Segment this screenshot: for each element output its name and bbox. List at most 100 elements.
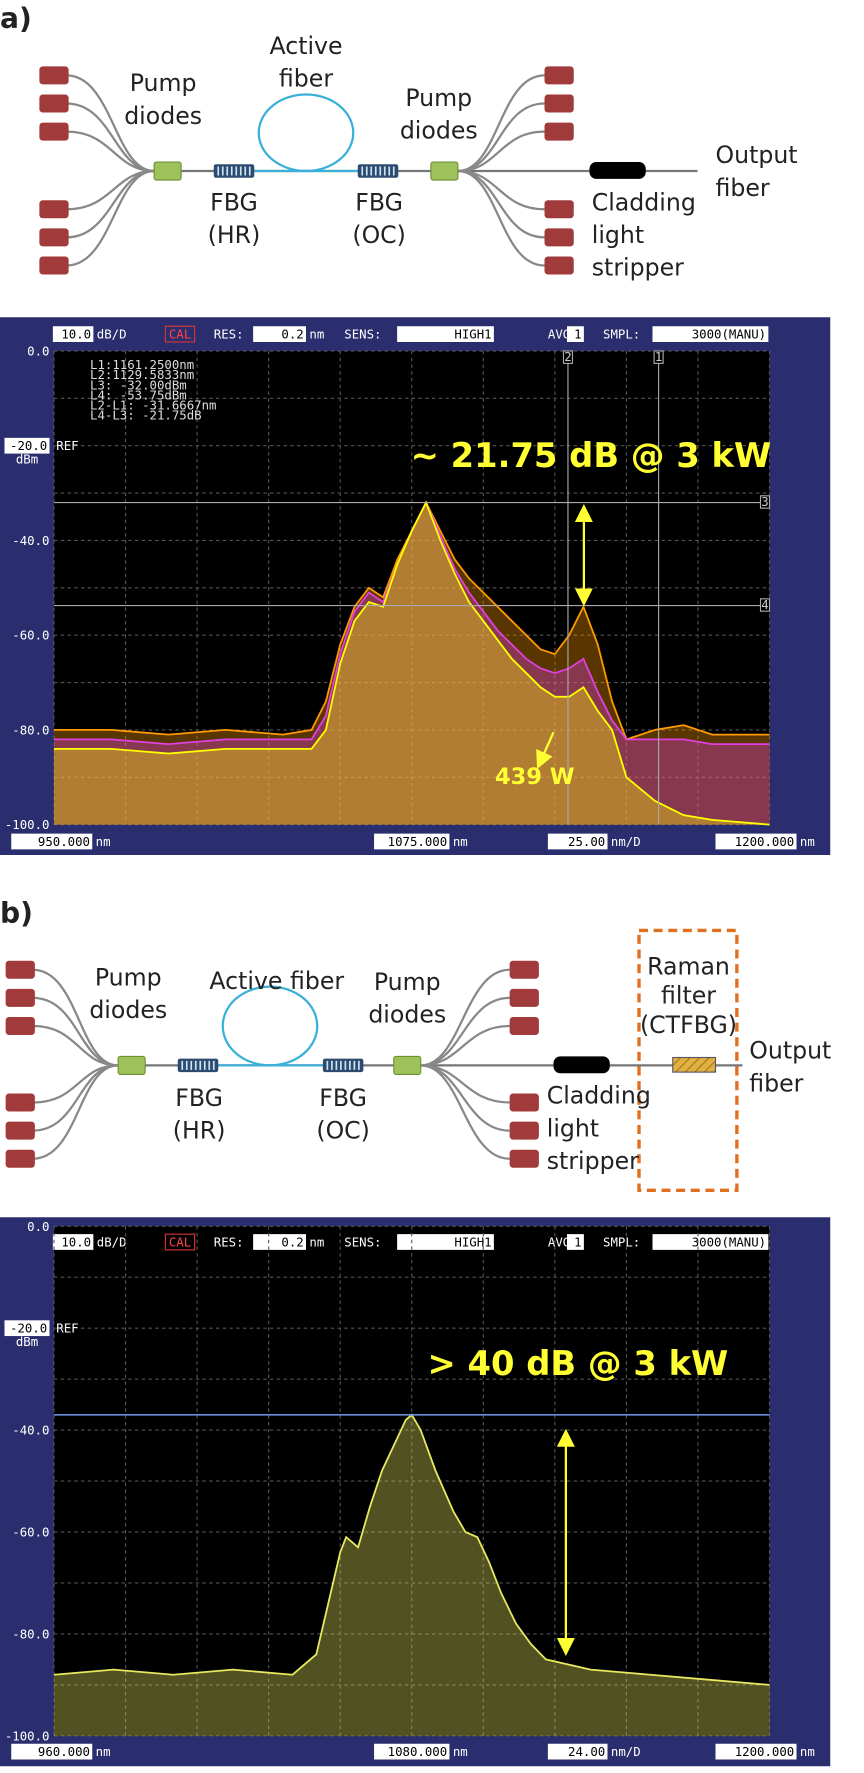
header-value: 1 (574, 1236, 581, 1250)
x-tick-label: 1200.000 (735, 1745, 795, 1759)
pump-diode (544, 200, 574, 219)
stripper (553, 1056, 610, 1074)
trace (54, 500, 770, 746)
x-unit: nm (800, 835, 815, 849)
marker-tag-box (562, 350, 574, 364)
pump-diode (509, 1017, 539, 1035)
x-tick-box (715, 1743, 797, 1760)
header-label: SENS: (344, 1236, 381, 1250)
pump-wire (32, 1024, 119, 1067)
trace (54, 500, 770, 741)
cal-label: CAL (169, 1236, 191, 1250)
pump-diode (509, 1149, 539, 1168)
header-box (567, 1234, 584, 1250)
marker-readout: L1:1161.2500nm (90, 358, 194, 372)
pump-diode (39, 66, 69, 85)
pump-diode (5, 1093, 35, 1112)
y-tick-label: -100.0 (5, 818, 50, 832)
output-label-box: Output fiber (716, 142, 798, 202)
filter-box (637, 928, 739, 1192)
pump-wire (66, 102, 155, 173)
y-tick-label: -60.0 (12, 629, 49, 643)
pump-diode (509, 988, 539, 1007)
ref-box (4, 437, 50, 454)
header-value: 1 (574, 328, 581, 342)
header-value: 10.0 (61, 1236, 91, 1250)
pump-diode (544, 228, 574, 247)
y-tick-label: -100.0 (5, 1729, 50, 1743)
output-label-box: Output fiber (749, 1037, 831, 1097)
header-label: dB/D (97, 328, 127, 342)
y-tick-label: 0.0 (27, 1220, 49, 1234)
header-label: dB/D (97, 1236, 127, 1250)
x-unit: nm (453, 835, 468, 849)
marker-tag-box (759, 598, 771, 612)
header-value: HIGH1 (454, 328, 491, 342)
pump-left-label: Pump diodes (124, 69, 203, 130)
header-value: HIGH1 (454, 1236, 491, 1250)
fbg-hr-label: FBG (HR) (207, 189, 261, 249)
pump-left-label: Pump diodes (89, 964, 168, 1024)
pump-diode (544, 66, 574, 85)
y-tick-label: -20.0 (10, 1322, 47, 1336)
span-value: 24.00 (568, 1745, 605, 1759)
marker-readout: L3: -32.00dBm (90, 378, 187, 392)
pump-diode (544, 94, 574, 113)
pump-diode (544, 122, 574, 141)
pump-left-label-box: Pump diodes (89, 964, 168, 1024)
cal-box (164, 325, 196, 343)
panel-label: a) (0, 2, 32, 35)
pump-wire (66, 169, 155, 267)
active-fiber-label: Active fiber (269, 32, 343, 93)
trace-area (54, 502, 770, 825)
pump-diode (509, 1093, 539, 1112)
x-unit: nm (96, 1745, 111, 1759)
fbg (322, 1058, 364, 1073)
stripper (589, 162, 646, 179)
fbg-oc-label: FBG (OC) (316, 1084, 370, 1145)
x-tick-box (374, 1743, 450, 1760)
annotation: ~ 21.75 dB @ 3 kW (411, 436, 772, 475)
trace-area (54, 502, 770, 825)
fbg (213, 164, 255, 178)
pump-wire (420, 996, 510, 1067)
marker-readout: L4-L3: -21.75dB (90, 409, 202, 423)
marker-readout: L2-L1: -31.6667nm (90, 399, 217, 413)
span-unit: nm/D (611, 1745, 641, 1759)
combiner (393, 1055, 422, 1075)
header-value: 0.2 (281, 1236, 303, 1250)
header-box (567, 326, 584, 342)
header-label: SENS: (344, 328, 381, 342)
pump-diode (5, 1121, 35, 1140)
pump-wire (420, 968, 510, 1067)
fbg-hr-label-box: FBG (HR) (207, 189, 261, 249)
pump-diode (39, 122, 69, 141)
y-tick-label: -60.0 (12, 1526, 49, 1540)
header-label: RES: (214, 328, 244, 342)
pump-diode (544, 256, 574, 275)
pump-diode (5, 1149, 35, 1168)
y-tick-label: -40.0 (12, 1424, 49, 1438)
annotation: 439 W (495, 764, 575, 790)
pump-wire (420, 1064, 510, 1160)
combiner (153, 161, 182, 181)
fbg (177, 1058, 219, 1073)
x-tick-label: 950.000 (38, 835, 90, 849)
stripper-label: Cladding light stripper (591, 189, 696, 282)
combiner (117, 1055, 146, 1075)
y-tick-label: 0.0 (27, 345, 49, 359)
span-value: 25.00 (568, 835, 605, 849)
annotation: > 40 dB @ 3 kW (428, 1344, 729, 1383)
fbg-oc-label: FBG (OC) (352, 189, 406, 249)
ctfbg (672, 1056, 717, 1073)
active-fiber-label-box: Active fiber (209, 968, 344, 995)
pump-wire (66, 130, 155, 173)
pump-diode (39, 200, 69, 219)
x-unit: nm (800, 1745, 815, 1759)
cal-label: CAL (169, 328, 191, 342)
header-value: 3000(MANU) (692, 328, 766, 342)
pump-wire (66, 74, 155, 173)
y-tick-label: -80.0 (12, 1627, 49, 1641)
marker-tag: 1 (655, 350, 662, 364)
